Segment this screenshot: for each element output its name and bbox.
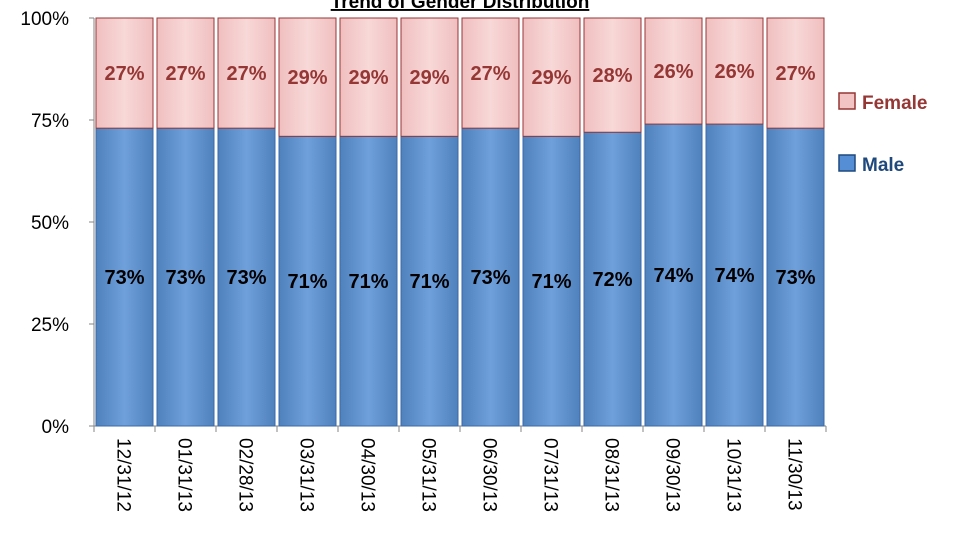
bar-male [461,127,520,427]
data-label-female: 27% [104,63,144,85]
bar-male [705,123,764,427]
data-label-male: 73% [775,267,815,289]
legend-female-label: Female [862,93,927,114]
bar-female [339,17,398,137]
data-labels: 73% 27% 73% 27% 73% 27% 71% 29% 71% 29% 71% 29% 73% 2… [104,61,815,293]
data-label-male: 71% [409,271,449,293]
x-tick-label: 04/30/13 [357,438,378,512]
bar-female [766,17,825,129]
bar-male [156,127,215,427]
data-label-male: 74% [653,265,693,287]
data-label-male: 73% [104,267,144,289]
data-label-male: 74% [714,265,754,287]
y-tick-label: 25% [31,315,69,336]
bar-female [522,17,581,137]
bar-female [278,17,337,137]
bar-female [583,17,642,133]
legend-female-swatch [838,92,856,110]
y-tick-label: 75% [31,111,69,132]
legend-male-label: Male [862,155,904,176]
data-label-male: 71% [531,271,571,293]
data-label-male: 71% [348,271,388,293]
y-tick-label: 50% [31,213,69,234]
y-tick-label: 0% [42,417,70,438]
data-label-female: 27% [775,63,815,85]
bar-female [461,17,520,129]
bar-male [278,135,337,427]
data-label-female: 26% [714,61,754,83]
bar-male [95,127,154,427]
bar-male [583,131,642,427]
bar-female [95,17,154,129]
data-label-female: 29% [348,67,388,89]
data-label-female: 27% [226,63,266,85]
x-tick-label: 01/31/13 [174,438,195,512]
x-tick-label: 09/30/13 [662,438,683,512]
x-tick-label: 02/28/13 [235,438,256,512]
data-label-female: 26% [653,61,693,83]
bar-male [522,135,581,427]
data-label-female: 29% [409,67,449,89]
data-label-male: 73% [470,267,510,289]
data-label-female: 29% [531,67,571,89]
data-label-female: 27% [470,63,510,85]
bars [95,17,825,427]
bar-female [217,17,276,129]
bar-female [156,17,215,129]
y-tick-label: 100% [20,9,69,30]
x-ticks: 12/31/12 01/31/13 02/28/13 03/31/13 04/30/13… [93,426,827,512]
x-tick-label: 12/31/12 [113,438,134,512]
data-label-male: 73% [165,267,205,289]
data-label-female: 29% [287,67,327,89]
bar-male [217,127,276,427]
data-label-female: 27% [165,63,205,85]
bar-female [705,17,764,125]
x-tick-label: 11/30/13 [784,438,805,511]
x-tick-label: 03/31/13 [296,438,317,512]
data-label-male: 72% [592,269,632,291]
y-ticks: 0% 25% 50% 75% 100% [20,9,94,438]
bar-male [644,123,703,427]
bar-male [339,135,398,427]
bar-male [766,127,825,427]
x-tick-label: 10/31/13 [723,438,744,512]
x-tick-label: 06/30/13 [479,438,500,512]
bar-male [400,135,459,427]
bar-female [400,17,459,137]
x-tick-label: 08/31/13 [601,438,622,512]
x-tick-label: 07/31/13 [540,438,561,512]
legend: Female Male [838,92,927,176]
legend-male-swatch [838,154,856,172]
data-label-male: 71% [287,271,327,293]
chart-title: Trend of Gender Distribution [331,0,590,13]
x-tick-label: 05/31/13 [418,438,439,512]
bar-female [644,17,703,125]
data-label-male: 73% [226,267,266,289]
data-label-female: 28% [592,65,632,87]
